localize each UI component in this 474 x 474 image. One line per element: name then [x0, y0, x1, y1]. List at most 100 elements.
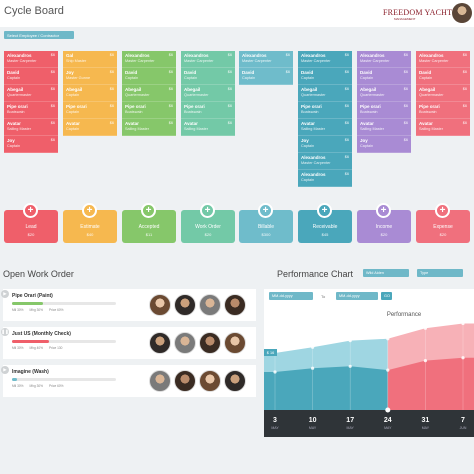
- employee-name: Pipe orari: [184, 104, 205, 109]
- stage-card[interactable]: + Billable $300: [239, 203, 293, 243]
- employee-card[interactable]: Abegail Quartermaster $6: [122, 85, 176, 102]
- plus-icon[interactable]: +: [317, 203, 332, 218]
- employee-card[interactable]: David Captain $6: [239, 68, 293, 85]
- pause-icon[interactable]: ❚❚: [1, 328, 9, 336]
- avatar[interactable]: [199, 332, 221, 354]
- employee-card[interactable]: Joy Master Gunne $6: [63, 68, 117, 85]
- employee-role: Captain: [419, 76, 433, 80]
- employee-card[interactable]: Avatar Sailing Master $6: [122, 119, 176, 136]
- avatar[interactable]: [199, 294, 221, 316]
- employee-card[interactable]: David Captain $6: [357, 68, 411, 85]
- plus-icon[interactable]: +: [82, 203, 97, 218]
- stage-card[interactable]: + Work Order $20: [181, 203, 235, 243]
- stage-card[interactable]: + Receivable $45: [298, 203, 352, 243]
- employee-card[interactable]: Gal Ship Master $6: [63, 51, 117, 68]
- employee-card[interactable]: David Captain $6: [416, 68, 470, 85]
- stage-value: $20: [204, 232, 212, 237]
- employee-card[interactable]: David Captain $6: [4, 68, 58, 85]
- employee-card[interactable]: David Captain $6: [181, 68, 235, 85]
- work-order-item[interactable]: ❚❚ Just US (Monthly Check) Mtl 30% Mhg 40% P…: [1, 327, 256, 359]
- employee-card[interactable]: Alexandros Master Carpenter $6: [416, 51, 470, 68]
- employee-card[interactable]: Joy Captain $6: [298, 136, 352, 153]
- stage-card[interactable]: + Estimate $40: [63, 203, 117, 243]
- employee-card[interactable]: Alexandros Master Carpenter $6: [181, 51, 235, 68]
- stage-value: $20: [380, 232, 388, 237]
- avatar[interactable]: [224, 294, 246, 316]
- employee-card[interactable]: Alexandros Master Carpenter $6: [298, 51, 352, 68]
- employee-card[interactable]: Pipe orari Boatswain $6: [181, 102, 235, 119]
- from-date-input[interactable]: MM-dd-yyyy: [269, 292, 313, 300]
- plus-icon[interactable]: +: [23, 203, 38, 218]
- employee-card[interactable]: Alexandros Captain $6: [298, 170, 352, 187]
- employee-card[interactable]: Pipe orari Boatswain $6: [4, 102, 58, 119]
- stat-value: Mtl 30%: [12, 308, 24, 312]
- go-button[interactable]: GO: [381, 292, 392, 300]
- employee-card[interactable]: Abegail Captain $6: [63, 85, 117, 102]
- employee-card[interactable]: Pipe orari Boatswain $6: [122, 102, 176, 119]
- employee-card[interactable]: Avatar Sailing Master $6: [357, 119, 411, 136]
- employee-card[interactable]: Avatar Sailing Master $6: [416, 119, 470, 136]
- avatar[interactable]: [199, 370, 221, 392]
- employee-card[interactable]: Alexandros Master Carpenter $6: [239, 51, 293, 68]
- type-filter-dropdown[interactable]: Type: [417, 269, 463, 277]
- plus-icon[interactable]: +: [435, 203, 450, 218]
- employee-amount: $6: [109, 104, 114, 108]
- to-date-input[interactable]: MM-dd-yyyy: [336, 292, 378, 300]
- employee-card[interactable]: Abegail Quartermaster $6: [298, 85, 352, 102]
- employee-card[interactable]: Pipe orari Boatswain $6: [416, 102, 470, 119]
- plus-icon[interactable]: +: [141, 203, 156, 218]
- to-date-value: MM-dd-yyyy: [339, 294, 360, 298]
- employee-card[interactable]: Avatar Sailing Master $6: [298, 119, 352, 136]
- stage-card[interactable]: + Accepted $11: [122, 203, 176, 243]
- x-tick-month: MAY: [271, 426, 279, 430]
- open-work-order-title: Open Work Order: [3, 269, 74, 279]
- work-order-item[interactable]: ▶ Pipe Orari (Paint) Mtl 30% Mhg 30% Price 6…: [1, 289, 256, 321]
- employee-card[interactable]: David Captain $6: [122, 68, 176, 85]
- x-tick-day: 24: [384, 417, 392, 424]
- employee-card[interactable]: Alexandros Master Carpenter $6: [4, 51, 58, 68]
- to-label: To: [321, 294, 326, 299]
- avatar[interactable]: [224, 332, 246, 354]
- employee-card[interactable]: Alexandros Master Carpenter $6: [298, 153, 352, 170]
- user-avatar[interactable]: [452, 3, 472, 23]
- employee-card[interactable]: Avatar Sailing Master $6: [4, 119, 58, 136]
- employee-card[interactable]: Avatar Captain $6: [63, 119, 117, 136]
- avatar[interactable]: [149, 294, 171, 316]
- avatar[interactable]: [174, 332, 196, 354]
- plus-icon[interactable]: +: [376, 203, 391, 218]
- data-point: [386, 368, 390, 372]
- employee-card[interactable]: Abegail Quartermaster $6: [181, 85, 235, 102]
- avatar[interactable]: [149, 332, 171, 354]
- plus-icon[interactable]: +: [200, 203, 215, 218]
- employee-card[interactable]: Abegail Quartermaster $6: [416, 85, 470, 102]
- stage-card[interactable]: + Lead $20: [4, 203, 58, 243]
- employee-card[interactable]: Pipe orari Boatswain $6: [357, 102, 411, 119]
- employee-card[interactable]: Avatar Sailing Master $6: [181, 119, 235, 136]
- current-date-marker: [385, 407, 391, 413]
- employee-card[interactable]: Abegail Quartermaster $6: [357, 85, 411, 102]
- avatar[interactable]: [224, 370, 246, 392]
- avatar[interactable]: [149, 370, 171, 392]
- stage-card[interactable]: + Expense $20: [416, 203, 470, 243]
- play-icon[interactable]: ▶: [1, 290, 9, 298]
- employee-filter-dropdown[interactable]: Wild Aiden: [363, 269, 409, 277]
- employee-card[interactable]: Alexandros Master Carpenter $6: [122, 51, 176, 68]
- stat-value: Price 130: [48, 346, 63, 350]
- employee-card[interactable]: Pipe orari Captain $6: [63, 102, 117, 119]
- employee-name: Pipe orari: [360, 104, 381, 109]
- avatar[interactable]: [174, 370, 196, 392]
- employee-card[interactable]: Joy Captain $6: [357, 136, 411, 153]
- employee-card[interactable]: Pipe orari Boatswain $6: [298, 102, 352, 119]
- employee-card[interactable]: Joy Captain $6: [4, 136, 58, 153]
- select-employee-dropdown[interactable]: Select Employee / Contractor: [4, 31, 74, 39]
- employee-card[interactable]: Alexandros Master Carpenter $6: [357, 51, 411, 68]
- stage-card[interactable]: + Income $20: [357, 203, 411, 243]
- employee-role: Captain: [66, 127, 80, 131]
- work-order-item[interactable]: ▶ Imagine (Wash) Mtl 30% Mhg 30% Price 60%: [1, 365, 256, 397]
- employee-card[interactable]: David Captain $6: [298, 68, 352, 85]
- plus-icon[interactable]: +: [258, 203, 273, 218]
- play-icon[interactable]: ▶: [1, 366, 9, 374]
- avatar[interactable]: [174, 294, 196, 316]
- employee-card[interactable]: Abegail Quartermaster $6: [4, 85, 58, 102]
- data-point: [348, 364, 352, 368]
